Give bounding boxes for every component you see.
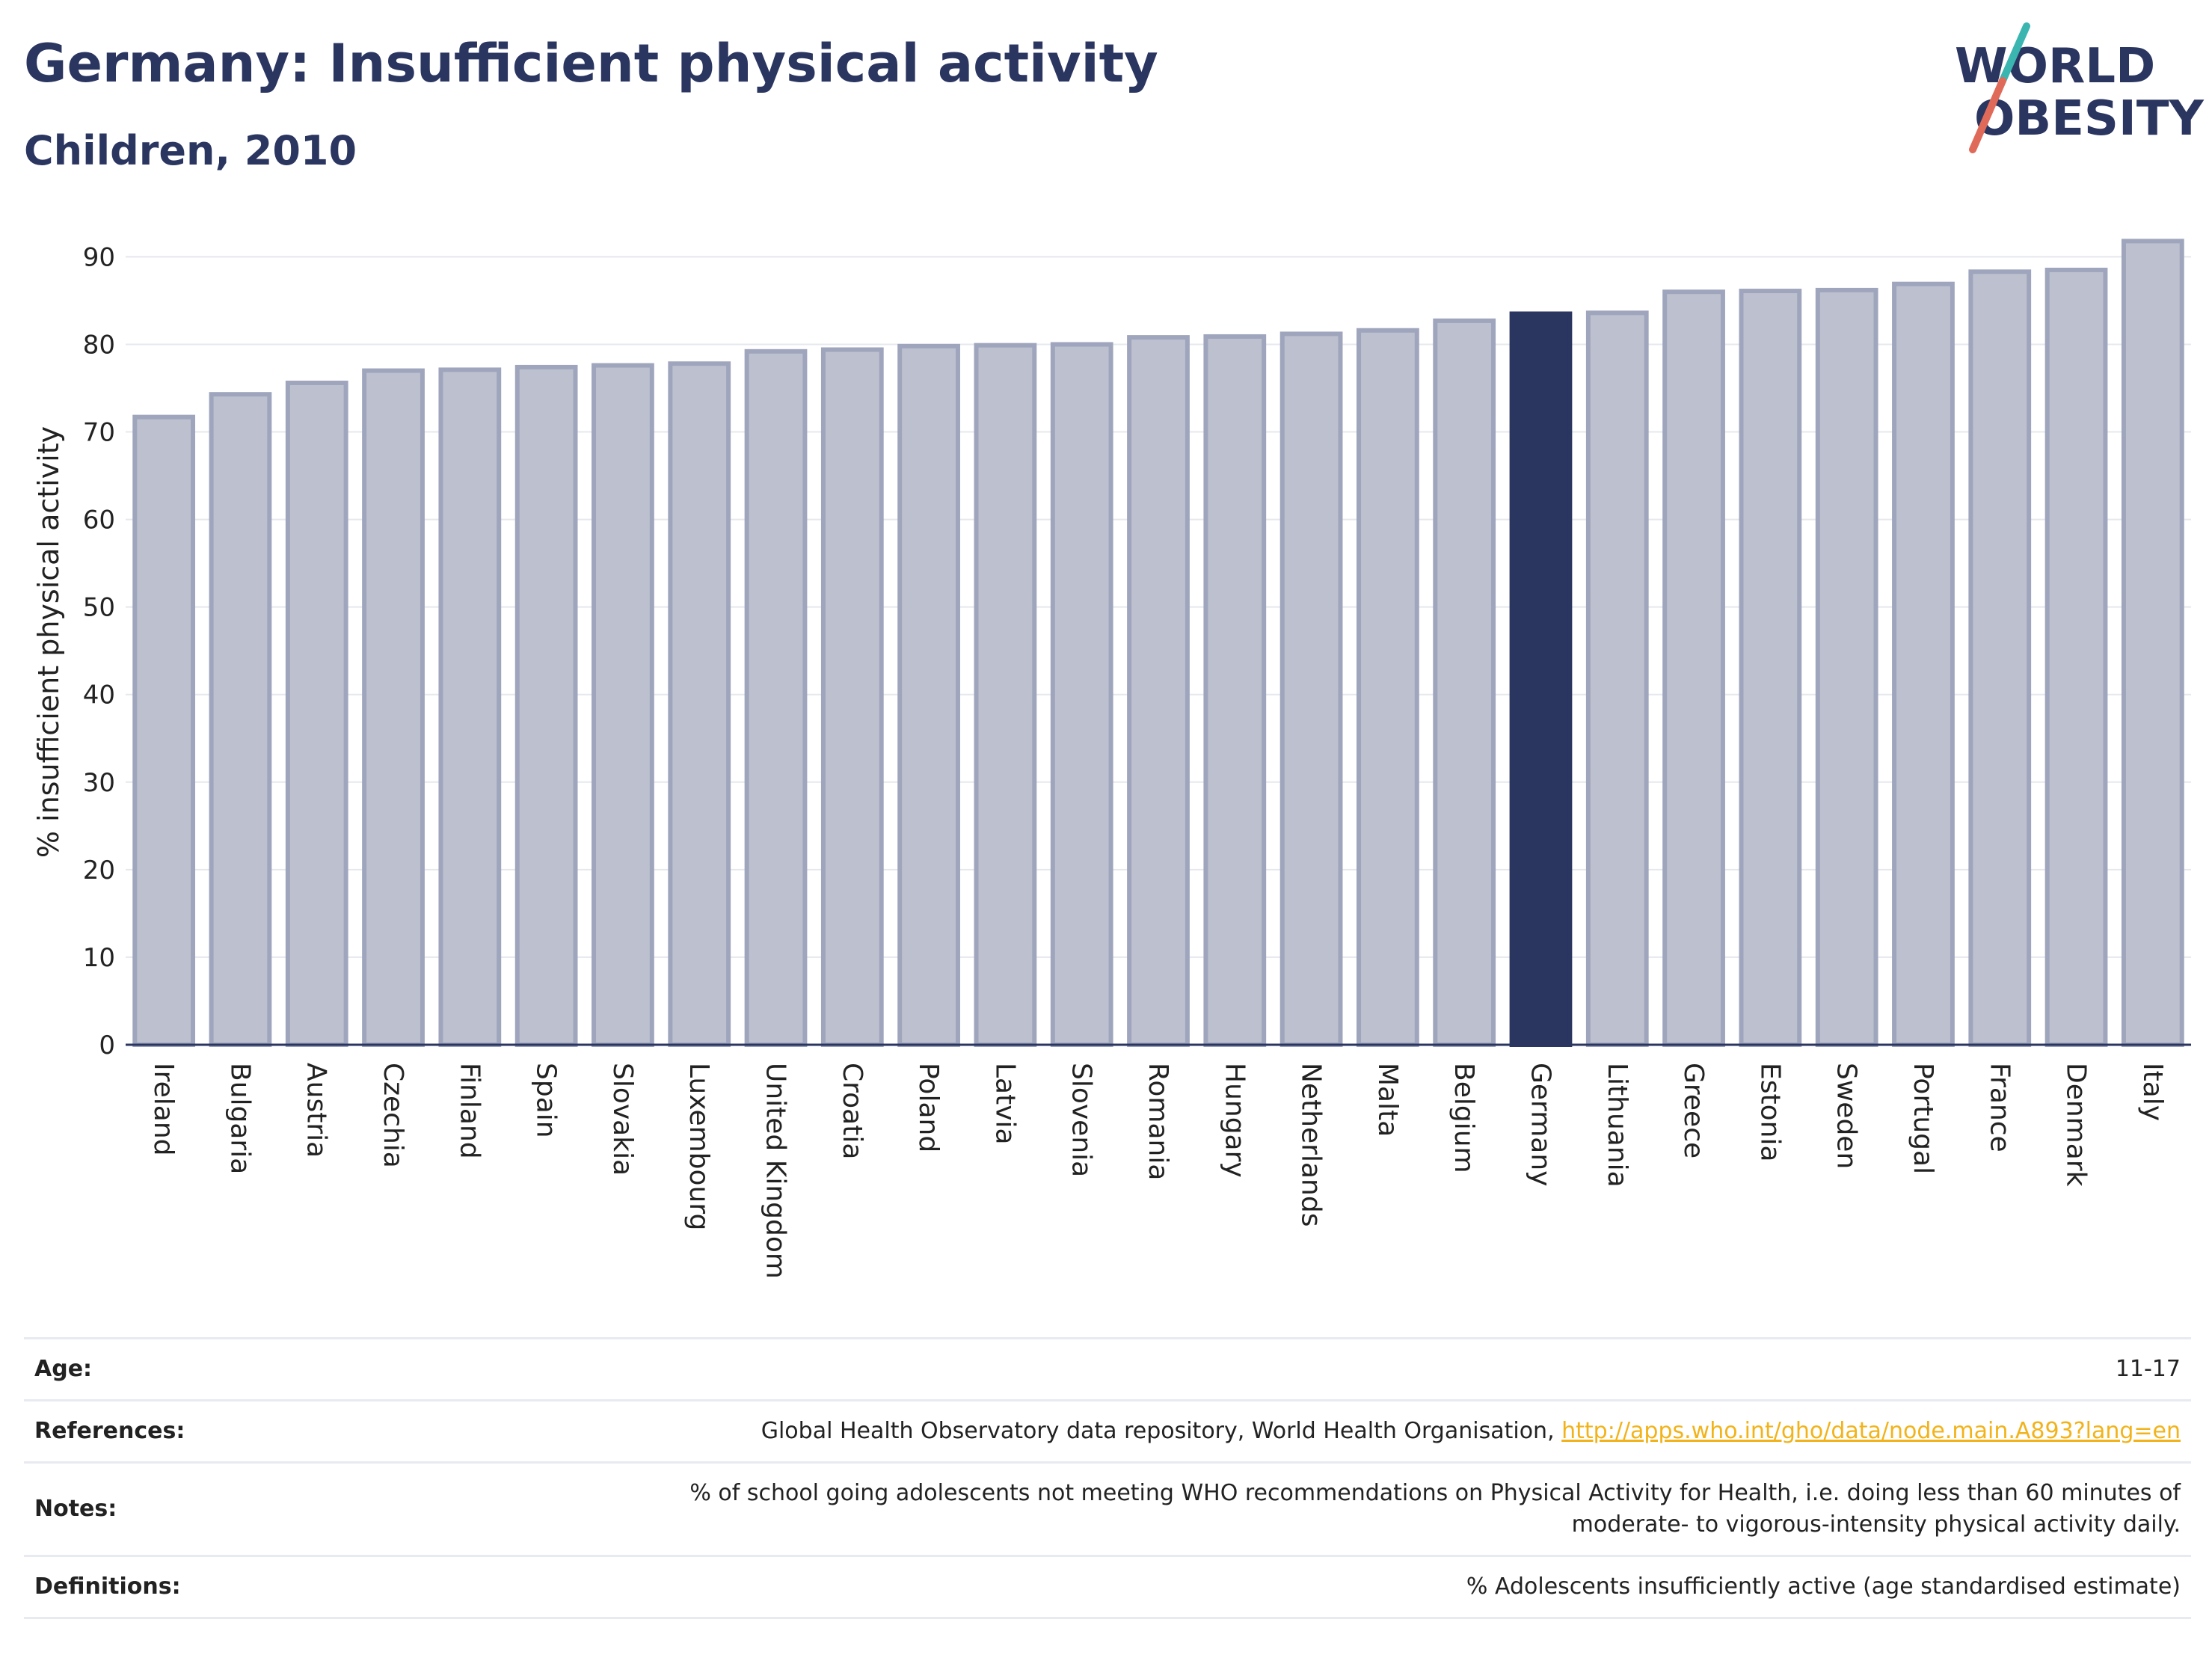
y-tick-label: 90 [83, 242, 115, 272]
chart-title: Germany: Insufficient physical activity [24, 33, 1158, 94]
bar-greece [1662, 289, 1725, 1047]
bar-ireland [132, 414, 196, 1047]
bar-poland [897, 343, 960, 1047]
bar-slovenia [1050, 342, 1113, 1047]
x-tick-label: Estonia [1754, 1063, 1785, 1162]
y-tick-label: 60 [83, 506, 115, 535]
logo-slash-teal [1999, 22, 2030, 85]
bar-belgium [1433, 318, 1496, 1047]
bar-czechia [362, 368, 425, 1047]
bar-italy [2121, 239, 2184, 1047]
notes-line-1: % of school going adolescents not meetin… [689, 1480, 2181, 1506]
chart-subtitle: Children, 2010 [24, 127, 357, 174]
x-tick-label: Luxembourg [683, 1063, 714, 1230]
bar-portugal [1892, 281, 1955, 1047]
x-tick-label: France [1984, 1063, 2015, 1152]
x-tick-label: Slovakia [607, 1063, 638, 1176]
bar-france [1968, 269, 2032, 1048]
x-tick-label: Romania [1143, 1063, 1173, 1180]
y-tick-label: 50 [83, 593, 115, 623]
info-row-definitions: Definitions: % Adolescents insufficientl… [24, 1556, 2191, 1618]
y-tick-label: 20 [83, 856, 115, 885]
info-row-notes: Notes: % of school going adolescents not… [24, 1462, 2191, 1556]
bar-hungary [1203, 334, 1267, 1047]
x-tick-label: Denmark [2061, 1063, 2092, 1187]
bar-germany [1509, 311, 1573, 1047]
bar-united-kingdom [744, 348, 808, 1047]
info-table: Age: 11-17 References: Global Health Obs… [24, 1337, 2191, 1619]
bar-lithuania [1585, 310, 1649, 1047]
references-label: References: [34, 1418, 185, 1444]
definitions-value: % Adolescents insufficiently active (age… [1466, 1573, 2181, 1600]
x-tick-label: United Kingdom [761, 1063, 791, 1279]
bar-latvia [974, 343, 1037, 1047]
x-axis-ticks: Ireland Bulgaria Austria Czechia Finland Spai… [148, 1063, 2168, 1279]
references-link[interactable]: http://apps.who.int/gho/data/node.main.A… [1561, 1418, 2181, 1444]
x-tick-label: Poland [913, 1063, 944, 1152]
x-tick-label: Czechia [378, 1063, 408, 1168]
bar-romania [1127, 335, 1190, 1047]
y-tick-label: 70 [83, 418, 115, 448]
x-tick-label: Lithuania [1602, 1063, 1632, 1188]
bar-finland [438, 367, 502, 1047]
info-row-age: Age: 11-17 [24, 1338, 2191, 1401]
bars [132, 239, 2184, 1048]
notes-value: % of school going adolescents not meetin… [269, 1463, 2191, 1556]
x-tick-label: Italy [2137, 1063, 2168, 1121]
bar-denmark [2044, 267, 2108, 1048]
y-tick-label: 80 [83, 330, 115, 360]
y-tick-label: 0 [99, 1031, 115, 1060]
y-axis-title: % insufficient physical activity [32, 426, 65, 858]
logo-line2: OBESITY [1974, 91, 2204, 147]
bar-malta [1357, 328, 1419, 1048]
x-tick-label: Latvia [989, 1063, 1020, 1145]
bar-chart: 0 10 20 30 40 50 60 70 80 90 Ireland Bulgaria Austr… [32, 239, 2191, 1279]
logo-slash-red [1969, 77, 2006, 153]
references-value: Global Health Observatory data repositor… [269, 1401, 2191, 1463]
x-tick-label: Croatia [837, 1063, 867, 1159]
definitions-label: Definitions: [34, 1573, 181, 1600]
info-row-references: References: Global Health Observatory da… [24, 1400, 2191, 1463]
age-label: Age: [34, 1356, 93, 1382]
bar-estonia [1739, 289, 1802, 1047]
references-text: Global Health Observatory data repositor… [761, 1418, 1562, 1444]
x-tick-label: Spain [531, 1063, 562, 1138]
bar-austria [285, 380, 348, 1048]
bar-netherlands [1279, 331, 1343, 1047]
bar-croatia [820, 347, 884, 1047]
bar-luxembourg [668, 361, 731, 1047]
bar-bulgaria [209, 392, 272, 1047]
notes-label: Notes: [34, 1496, 117, 1522]
x-tick-label: Malta [1372, 1063, 1403, 1137]
y-tick-label: 10 [83, 943, 115, 973]
x-tick-label: Sweden [1831, 1063, 1862, 1169]
x-tick-label: Ireland [148, 1063, 179, 1156]
bar-slovakia [592, 363, 654, 1047]
logo-line1: WORLD [1955, 39, 2155, 94]
bar-sweden [1815, 287, 1878, 1047]
world-obesity-logo: WORLD OBESITY [1955, 22, 2204, 153]
x-tick-label: Netherlands [1296, 1063, 1327, 1226]
y-tick-label: 30 [83, 768, 115, 798]
x-tick-label: Portugal [1908, 1063, 1938, 1174]
y-tick-label: 40 [83, 681, 115, 710]
notes-line-2: moderate- to vigorous-intensity physical… [1571, 1511, 2181, 1538]
x-tick-label: Belgium [1448, 1063, 1479, 1173]
x-tick-label: Greece [1678, 1063, 1709, 1158]
x-tick-label: Bulgaria [224, 1063, 255, 1174]
x-tick-label: Finland [454, 1063, 485, 1159]
age-value: 11-17 [2115, 1356, 2181, 1382]
x-tick-label: Hungary [1219, 1063, 1250, 1178]
x-tick-label: Austria [301, 1063, 332, 1158]
x-tick-label: Slovenia [1066, 1063, 1097, 1177]
bar-spain [514, 364, 578, 1047]
x-tick-label: Germany [1525, 1063, 1555, 1186]
y-axis-ticks: 0 10 20 30 40 50 60 70 80 90 [83, 242, 115, 1060]
